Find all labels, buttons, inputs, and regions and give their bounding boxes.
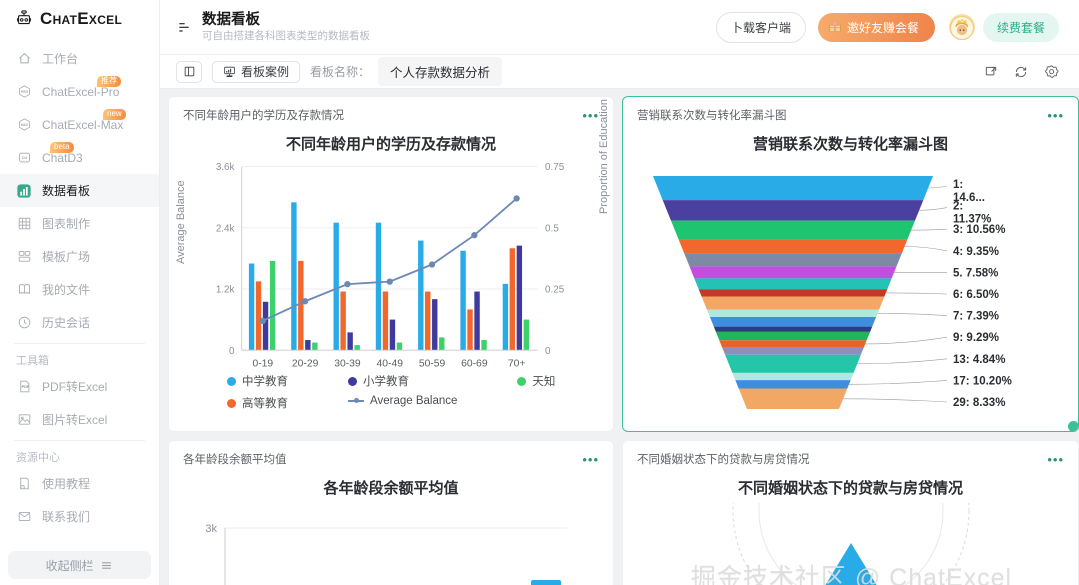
svg-text:13: 4.84%: 13: 4.84% <box>953 354 1005 366</box>
svg-text:1.2k: 1.2k <box>216 285 235 296</box>
svg-text:0.5: 0.5 <box>545 223 559 234</box>
svg-text:17: 10.20%: 17: 10.20% <box>953 375 1012 387</box>
svg-text:3k: 3k <box>205 523 217 535</box>
svg-text:40-49: 40-49 <box>377 358 404 369</box>
svg-text:2.4k: 2.4k <box>216 223 235 234</box>
svg-text:3.6k: 3.6k <box>216 162 235 173</box>
svg-text:4: 9.35%: 4: 9.35% <box>953 246 999 258</box>
svg-text:3: 10.56%: 3: 10.56% <box>953 224 1005 236</box>
svg-text:PDF: PDF <box>21 385 29 389</box>
svg-text:50-59: 50-59 <box>419 358 446 369</box>
svg-text:D3: D3 <box>21 155 27 160</box>
svg-text:6: 6.50%: 6: 6.50% <box>953 289 999 301</box>
svg-text:0.25: 0.25 <box>545 285 565 296</box>
svg-text:2:: 2: <box>953 201 963 213</box>
svg-text:0-19: 0-19 <box>252 358 273 369</box>
svg-text:70+: 70+ <box>508 358 526 369</box>
svg-text:MAX: MAX <box>20 123 28 127</box>
svg-text:0: 0 <box>229 346 235 357</box>
svg-text:20-29: 20-29 <box>292 358 319 369</box>
svg-text:0.75: 0.75 <box>545 162 565 173</box>
svg-text:9: 9.29%: 9: 9.29% <box>953 332 999 344</box>
svg-text:29: 8.33%: 29: 8.33% <box>953 397 1005 409</box>
svg-text:60-69: 60-69 <box>461 358 488 369</box>
svg-text:1:: 1: <box>953 179 963 191</box>
svg-text:30-39: 30-39 <box>334 358 361 369</box>
svg-text:PRO: PRO <box>20 90 28 94</box>
svg-text:5. 7.58%: 5. 7.58% <box>953 267 998 279</box>
svg-text:7: 7.39%: 7: 7.39% <box>953 311 999 323</box>
svg-text:0: 0 <box>545 346 551 357</box>
